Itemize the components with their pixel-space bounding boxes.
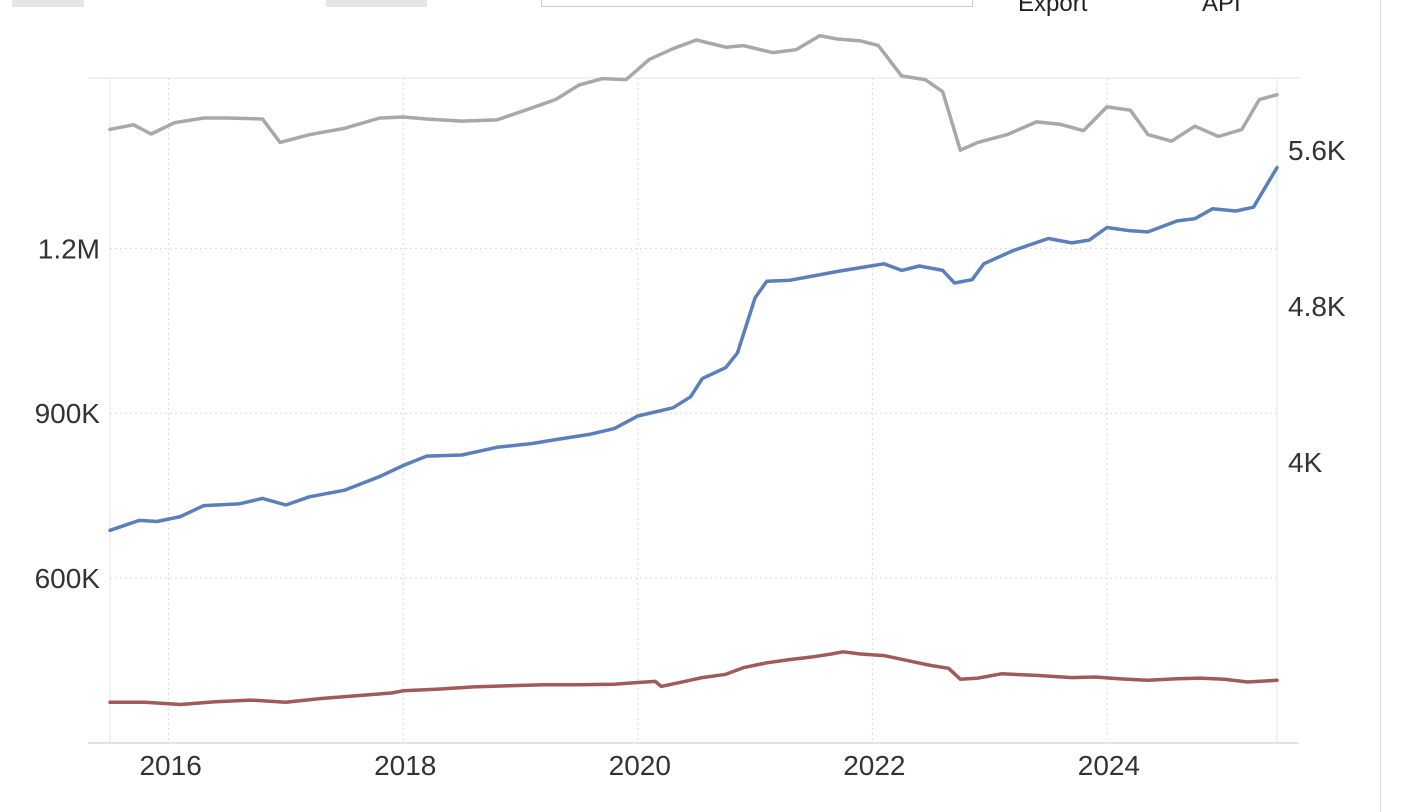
y-right-tick-label: 4K: [1288, 447, 1323, 478]
toolbar-button-left[interactable]: [12, 0, 84, 7]
series-line-1: [108, 165, 1279, 533]
chart-series: [108, 33, 1279, 707]
x-tick-label: 2016: [139, 750, 201, 781]
series-line-2: [108, 33, 1279, 152]
y-left-tick-label: 600K: [35, 563, 101, 594]
toolbar-button-middle[interactable]: [326, 0, 427, 7]
y-left-tick-label: 900K: [35, 398, 101, 429]
line-chart: 2016 2018 2020 2022 2024 600K 900K 1.2M 4K 4.8K 5.…: [35, 33, 1346, 781]
y-right-tick-label: 5.6K: [1288, 135, 1346, 166]
chart-axes: [88, 77, 1299, 744]
page-edge-divider: [1380, 0, 1381, 812]
search-input[interactable]: [541, 0, 973, 7]
x-tick-label: 2022: [843, 750, 905, 781]
chart-grid: [110, 78, 1277, 743]
x-tick-label: 2024: [1078, 750, 1140, 781]
x-tick-label: 2018: [374, 750, 436, 781]
chart-tick-labels: 2016 2018 2020 2022 2024 600K 900K 1.2M 4K 4.8K 5.…: [35, 135, 1346, 781]
series-line-3: [108, 650, 1279, 707]
y-left-tick-label: 1.2M: [38, 233, 100, 264]
y-right-tick-label: 4.8K: [1288, 291, 1346, 322]
export-link[interactable]: Export: [1018, 0, 1088, 17]
x-tick-label: 2020: [609, 750, 671, 781]
api-link[interactable]: API: [1202, 0, 1241, 17]
